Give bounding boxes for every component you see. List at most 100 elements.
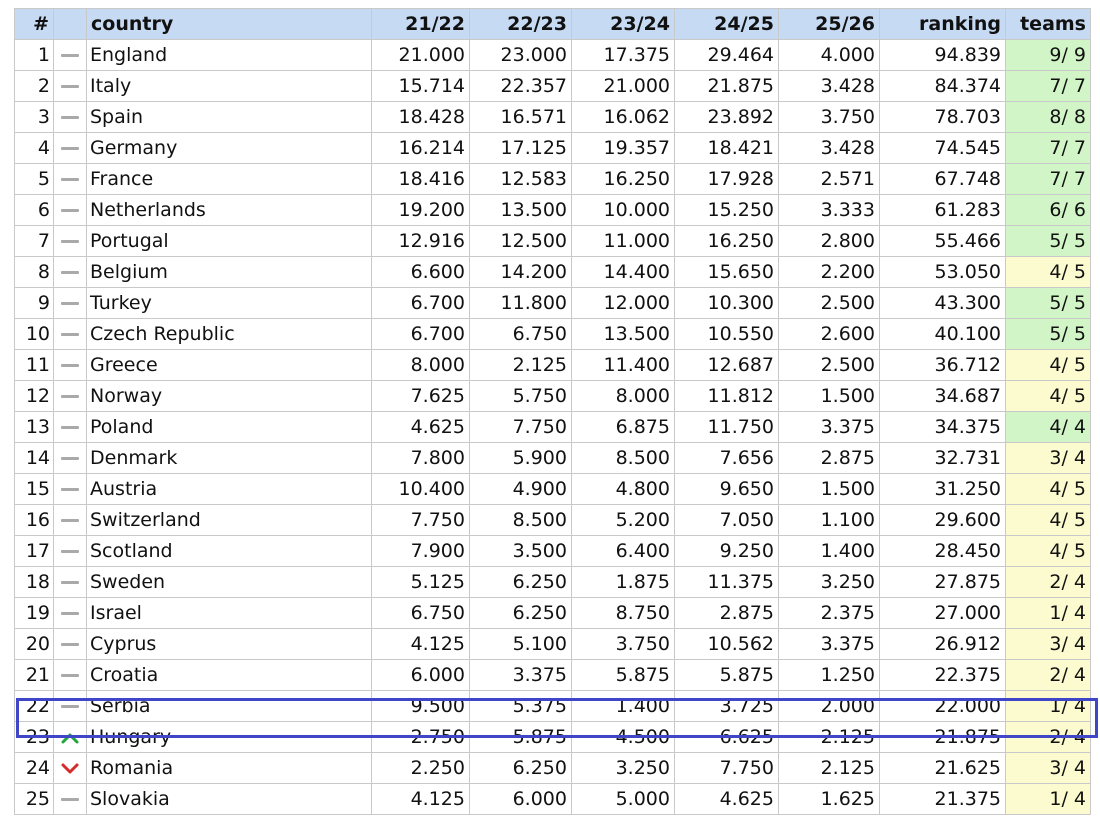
table-row[interactable]: 22 Serbia 9.500 5.375 1.400 3.725 2.000 22.000 1… xyxy=(14,690,1091,722)
row-season-value: 3.250 xyxy=(571,752,675,784)
row-season-value: 8.000 xyxy=(371,349,470,381)
row-country[interactable]: Belgium xyxy=(86,256,372,288)
row-trend xyxy=(53,132,87,164)
row-ranking: 22.375 xyxy=(879,659,1006,691)
row-rank: 2 xyxy=(14,70,54,102)
row-country[interactable]: Serbia xyxy=(86,690,372,722)
row-season-value: 3.725 xyxy=(674,690,779,722)
row-country[interactable]: Romania xyxy=(86,752,372,784)
row-ranking: 67.748 xyxy=(879,163,1006,195)
row-country[interactable]: Norway xyxy=(86,380,372,412)
row-country[interactable]: Spain xyxy=(86,101,372,133)
header-season-2[interactable]: 22/23 xyxy=(469,8,572,40)
table-row[interactable]: 3 Spain 18.428 16.571 16.062 23.892 3.750 78.70… xyxy=(14,101,1091,133)
row-country[interactable]: Portugal xyxy=(86,225,372,257)
row-country[interactable]: Hungary xyxy=(86,721,372,753)
row-rank: 10 xyxy=(14,318,54,350)
row-ranking: 34.375 xyxy=(879,411,1006,443)
row-trend xyxy=(53,690,87,722)
header-country[interactable]: country xyxy=(86,8,372,40)
row-country[interactable]: Israel xyxy=(86,597,372,629)
row-season-value: 16.250 xyxy=(674,225,779,257)
row-country[interactable]: Cyprus xyxy=(86,628,372,660)
dash-icon xyxy=(61,85,79,88)
header-teams[interactable]: teams xyxy=(1005,8,1091,40)
row-season-value: 4.625 xyxy=(371,411,470,443)
row-season-value: 6.600 xyxy=(371,256,470,288)
row-teams: 5/ 5 xyxy=(1005,287,1091,319)
row-season-value: 18.428 xyxy=(371,101,470,133)
table-row[interactable]: 9 Turkey 6.700 11.800 12.000 10.300 2.500 43.30… xyxy=(14,287,1091,319)
header-season-1[interactable]: 21/22 xyxy=(371,8,470,40)
row-country[interactable]: Switzerland xyxy=(86,504,372,536)
table-row[interactable]: 1 England 21.000 23.000 17.375 29.464 4.000 94.… xyxy=(14,39,1091,71)
row-season-value: 13.500 xyxy=(469,194,572,226)
table-row[interactable]: 7 Portugal 12.916 12.500 11.000 16.250 2.800 55… xyxy=(14,225,1091,257)
row-country[interactable]: Poland xyxy=(86,411,372,443)
row-country[interactable]: Italy xyxy=(86,70,372,102)
table-row[interactable]: 8 Belgium 6.600 14.200 14.400 15.650 2.200 53.0… xyxy=(14,256,1091,288)
row-teams: 7/ 7 xyxy=(1005,70,1091,102)
row-country[interactable]: Germany xyxy=(86,132,372,164)
row-country[interactable]: Croatia xyxy=(86,659,372,691)
table-row[interactable]: 17 Scotland 7.900 3.500 6.400 9.250 1.400 28.45… xyxy=(14,535,1091,567)
row-season-value: 2.125 xyxy=(778,752,880,784)
table-row[interactable]: 19 Israel 6.750 6.250 8.750 2.875 2.375 27.000 1… xyxy=(14,597,1091,629)
row-season-value: 17.125 xyxy=(469,132,572,164)
header-season-4[interactable]: 24/25 xyxy=(674,8,779,40)
row-rank: 23 xyxy=(14,721,54,753)
header-ranking[interactable]: ranking xyxy=(879,8,1006,40)
row-country[interactable]: Slovakia xyxy=(86,783,372,815)
table-row[interactable]: 6 Netherlands 19.200 13.500 10.000 15.250 3.33… xyxy=(14,194,1091,226)
row-season-value: 10.300 xyxy=(674,287,779,319)
row-country[interactable]: England xyxy=(86,39,372,71)
table-row[interactable]: 23 Hungary 2.750 5.875 4.500 6.625 2.125 21.875… xyxy=(14,721,1091,753)
row-trend xyxy=(53,318,87,350)
table-row[interactable]: 14 Denmark 7.800 5.900 8.500 7.656 2.875 32.731… xyxy=(14,442,1091,474)
row-season-value: 2.500 xyxy=(778,287,880,319)
row-country[interactable]: Austria xyxy=(86,473,372,505)
row-season-value: 11.400 xyxy=(571,349,675,381)
table-row[interactable]: 24 Romania 2.250 6.250 3.250 7.750 2.125 21.625… xyxy=(14,752,1091,784)
row-season-value: 2.500 xyxy=(778,349,880,381)
row-country[interactable]: Czech Republic xyxy=(86,318,372,350)
row-season-value: 18.421 xyxy=(674,132,779,164)
row-season-value: 3.375 xyxy=(778,411,880,443)
row-season-value: 3.750 xyxy=(571,628,675,660)
row-country[interactable]: Denmark xyxy=(86,442,372,474)
row-country[interactable]: Scotland xyxy=(86,535,372,567)
row-country[interactable]: Sweden xyxy=(86,566,372,598)
header-season-3[interactable]: 23/24 xyxy=(571,8,675,40)
table-row[interactable]: 12 Norway 7.625 5.750 8.000 11.812 1.500 34.687… xyxy=(14,380,1091,412)
table-row[interactable]: 16 Switzerland 7.750 8.500 5.200 7.050 1.100 29… xyxy=(14,504,1091,536)
row-country[interactable]: Turkey xyxy=(86,287,372,319)
row-season-value: 12.583 xyxy=(469,163,572,195)
row-season-value: 10.550 xyxy=(674,318,779,350)
row-season-value: 5.875 xyxy=(674,659,779,691)
row-season-value: 12.916 xyxy=(371,225,470,257)
row-season-value: 11.812 xyxy=(674,380,779,412)
row-season-value: 7.750 xyxy=(469,411,572,443)
table-row[interactable]: 20 Cyprus 4.125 5.100 3.750 10.562 3.375 26.912… xyxy=(14,628,1091,660)
table-row[interactable]: 18 Sweden 5.125 6.250 1.875 11.375 3.250 27.875… xyxy=(14,566,1091,598)
table-row[interactable]: 11 Greece 8.000 2.125 11.400 12.687 2.500 36.71… xyxy=(14,349,1091,381)
dash-icon xyxy=(61,209,79,212)
header-rank[interactable]: # xyxy=(14,8,54,40)
row-season-value: 2.250 xyxy=(371,752,470,784)
row-country[interactable]: Netherlands xyxy=(86,194,372,226)
row-season-value: 4.900 xyxy=(469,473,572,505)
header-season-5[interactable]: 25/26 xyxy=(778,8,880,40)
table-row[interactable]: 21 Croatia 6.000 3.375 5.875 5.875 1.250 22.375… xyxy=(14,659,1091,691)
row-season-value: 2.875 xyxy=(778,442,880,474)
table-row[interactable]: 5 France 18.416 12.583 16.250 17.928 2.571 67.7… xyxy=(14,163,1091,195)
row-season-value: 17.928 xyxy=(674,163,779,195)
row-season-value: 2.800 xyxy=(778,225,880,257)
table-row[interactable]: 4 Germany 16.214 17.125 19.357 18.421 3.428 74.… xyxy=(14,132,1091,164)
row-country[interactable]: France xyxy=(86,163,372,195)
row-country[interactable]: Greece xyxy=(86,349,372,381)
table-row[interactable]: 10 Czech Republic 6.700 6.750 13.500 10.550 2.… xyxy=(14,318,1091,350)
table-row[interactable]: 25 Slovakia 4.125 6.000 5.000 4.625 1.625 21.37… xyxy=(14,783,1091,815)
table-row[interactable]: 2 Italy 15.714 22.357 21.000 21.875 3.428 84.37… xyxy=(14,70,1091,102)
table-row[interactable]: 15 Austria 10.400 4.900 4.800 9.650 1.500 31.25… xyxy=(14,473,1091,505)
table-row[interactable]: 13 Poland 4.625 7.750 6.875 11.750 3.375 34.375… xyxy=(14,411,1091,443)
